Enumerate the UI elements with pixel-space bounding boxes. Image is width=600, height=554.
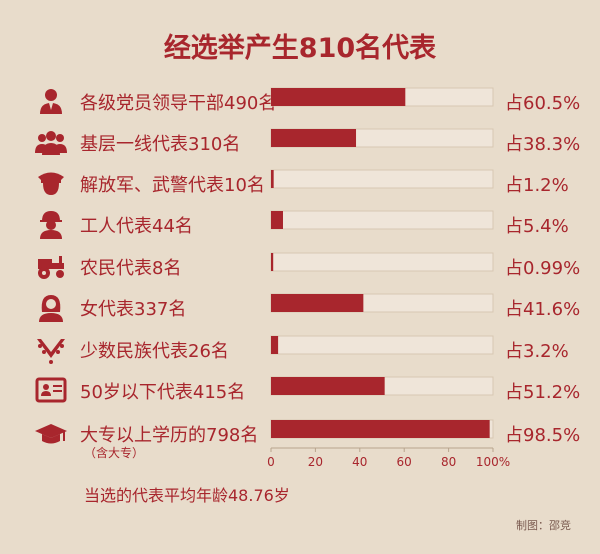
graduation-cap-icon (35, 424, 67, 444)
bar (271, 377, 385, 395)
value-label: 占0.99% (505, 258, 581, 279)
x-tick-label: 20 (308, 455, 323, 469)
value-label: 占51.2% (505, 382, 581, 403)
worker-icon (40, 211, 62, 239)
value-label: 占41.6% (505, 299, 581, 320)
bar-track (270, 252, 494, 272)
bar-track (270, 210, 494, 230)
category-label: 工人代表44名 (80, 216, 193, 237)
category-label: 各级党员领导干部490名 (80, 93, 277, 114)
category-note: （含大专） (84, 446, 145, 460)
category-label: 解放军、武警代表10名 (80, 175, 265, 196)
average-age-note: 当选的代表平均年龄48.76岁 (84, 486, 290, 505)
ethnic-collar-icon (37, 339, 65, 364)
category-label: 少数民族代表26名 (80, 341, 229, 362)
bar-track (270, 335, 494, 355)
value-label: 占1.2% (505, 175, 569, 196)
value-label: 占38.3% (505, 134, 581, 155)
category-label: 50岁以下代表415名 (80, 382, 246, 403)
x-tick-label: 60 (397, 455, 412, 469)
credit-text: 制图：邵竞 (516, 519, 571, 532)
bar (271, 129, 357, 147)
tractor-icon (38, 256, 64, 279)
x-tick-label: 100% (476, 455, 510, 469)
value-label: 占98.5% (505, 425, 581, 446)
x-tick-label: 40 (352, 455, 367, 469)
id-card-icon (35, 377, 67, 403)
chart-title: 经选举产生810名代表 (163, 33, 437, 64)
bar (271, 336, 279, 354)
bar (271, 211, 283, 229)
category-label: 女代表337名 (80, 299, 187, 320)
group-icon (35, 131, 67, 155)
official-icon (40, 89, 62, 114)
category-label: 基层一线代表310名 (80, 134, 241, 155)
value-label: 占3.2% (505, 341, 569, 362)
bar-track (270, 169, 494, 189)
bar (271, 170, 274, 188)
category-label: 农民代表8名 (80, 258, 182, 279)
bar (271, 294, 364, 312)
woman-icon (39, 295, 63, 322)
value-label: 占60.5% (505, 93, 581, 114)
x-tick-label: 0 (267, 455, 275, 469)
bar (271, 253, 274, 271)
value-label: 占5.4% (505, 216, 569, 237)
category-label: 大专以上学历的798名 (80, 425, 259, 446)
bar (271, 420, 490, 438)
bar (271, 88, 406, 106)
soldier-icon (38, 172, 64, 195)
x-tick-label: 80 (441, 455, 456, 469)
